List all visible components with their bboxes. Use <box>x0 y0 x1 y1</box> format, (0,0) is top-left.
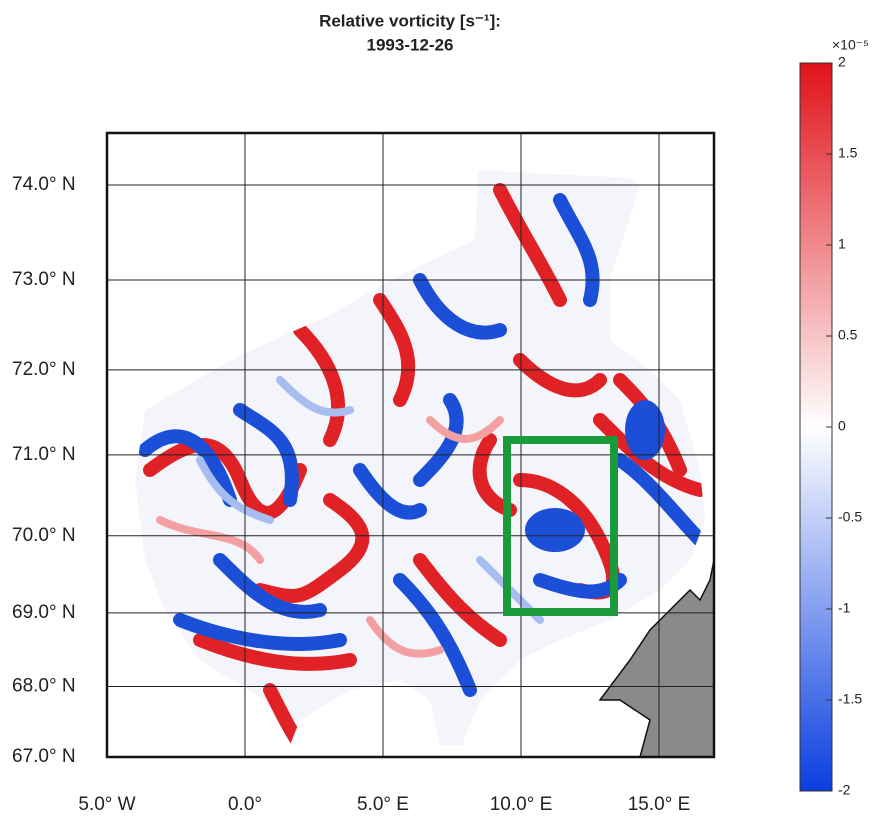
lat-tick-label: 70.0° N <box>12 525 76 546</box>
date: 1993-12-26 <box>367 35 454 54</box>
colorbar-tick-label: 1 <box>838 236 846 252</box>
lat-tick-label: 73.0° N <box>12 269 76 290</box>
lon-tick-label: 0.0° <box>228 794 262 815</box>
lat-tick-label: 71.0° N <box>12 444 76 465</box>
lat-tick-label: 68.0° N <box>12 675 76 696</box>
title: Relative vorticity [s⁻¹]: <box>319 11 501 30</box>
colorbar-tick-label: 1.5 <box>838 145 858 161</box>
lat-tick-label: 74.0° N <box>12 174 76 195</box>
colorbar-tick-label: -2 <box>838 782 851 798</box>
lat-tick-label: 67.0° N <box>12 746 76 767</box>
lat-tick-label: 69.0° N <box>12 602 76 623</box>
lon-tick-label: 5.0° W <box>78 794 135 815</box>
lon-tick-label: 15.0° E <box>628 794 691 815</box>
highlight-box <box>503 436 618 616</box>
lon-tick-label: 10.0° E <box>490 794 553 815</box>
lat-tick-label: 72.0° N <box>12 359 76 380</box>
colorbar-tick-label: -1 <box>838 600 851 616</box>
colorbar-tick-label: 0 <box>838 418 846 434</box>
colorbar-tick-label: 0.5 <box>838 327 858 343</box>
map-frame <box>105 131 716 759</box>
colorbar-multiplier: ×10⁻⁵ <box>832 37 869 53</box>
colorbar-tick-label: -0.5 <box>838 509 862 525</box>
lon-tick-label: 5.0° E <box>357 794 409 815</box>
land <box>598 559 715 758</box>
colorbar-tick-label: 2 <box>838 54 846 70</box>
colorbar-tick-label: -1.5 <box>838 691 862 707</box>
